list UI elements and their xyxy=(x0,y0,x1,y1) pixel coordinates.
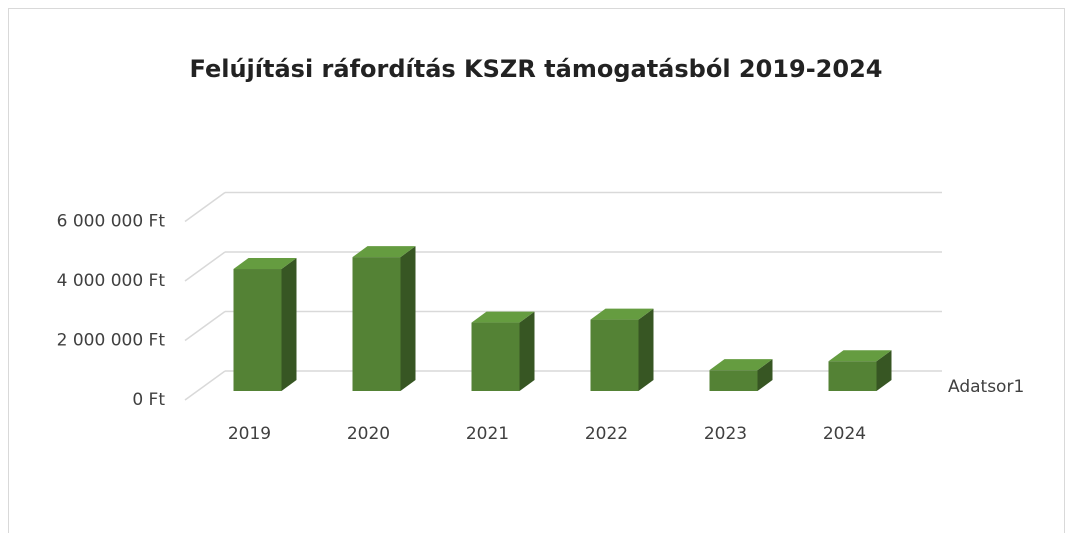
bar xyxy=(709,370,758,391)
chart-frame xyxy=(8,8,1065,537)
bar xyxy=(590,319,639,391)
bar-side xyxy=(400,246,416,391)
grid-line xyxy=(184,370,226,401)
grid-line xyxy=(184,251,226,282)
bar-side xyxy=(876,350,892,391)
bar-side xyxy=(638,308,654,391)
bar-top xyxy=(471,311,535,323)
bar-side xyxy=(757,359,773,391)
x-tick-label: 2021 xyxy=(466,424,509,444)
grid-line xyxy=(184,191,226,223)
bar-top xyxy=(828,350,892,362)
y-tick-label: 2 000 000 Ft xyxy=(57,331,166,351)
bar-top xyxy=(233,258,297,270)
x-tick-label: 2019 xyxy=(228,424,271,444)
y-tick-label: 6 000 000 Ft xyxy=(57,212,166,232)
bar-top xyxy=(709,359,773,371)
grid-line xyxy=(184,310,226,342)
bar xyxy=(352,257,401,391)
bar-top xyxy=(590,308,654,320)
x-tick-label: 2024 xyxy=(823,424,866,444)
x-tick-label: 2020 xyxy=(347,424,390,444)
x-tick-label: 2023 xyxy=(704,424,747,444)
y-tick-label: 0 Ft xyxy=(132,390,165,410)
y-tick-label: 4 000 000 Ft xyxy=(57,271,166,291)
x-tick-label: 2022 xyxy=(585,424,628,444)
bar xyxy=(828,361,877,391)
bar xyxy=(471,322,520,391)
bar-top xyxy=(352,246,416,258)
bar xyxy=(233,269,282,391)
legend-label: Adatsor1 xyxy=(948,377,1024,397)
bar-side xyxy=(281,258,297,391)
bar-side xyxy=(519,311,535,391)
chart-title: Felújítási ráfordítás KSZR támogatásból … xyxy=(190,55,883,83)
